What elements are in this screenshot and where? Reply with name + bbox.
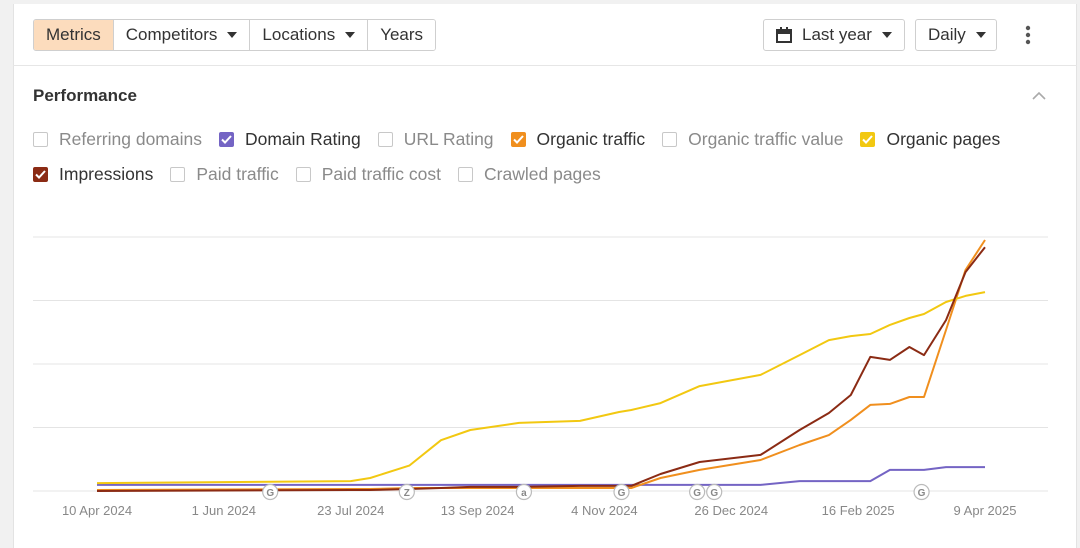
metric-checkbox[interactable]: Domain Rating: [218, 128, 361, 150]
annotation-marker: [689, 483, 706, 501]
date-range-button[interactable]: Last year: [763, 19, 905, 51]
annotation-label: a: [521, 488, 527, 499]
metric-label: Organic pages: [886, 128, 1001, 149]
x-tick-label: 13 Sep 2024: [441, 503, 515, 518]
x-tick-label: 26 Dec 2024: [694, 503, 768, 518]
metric-checkbox[interactable]: Paid traffic: [170, 163, 279, 185]
metric-label: Domain Rating: [244, 128, 361, 149]
annotation-label: G: [266, 488, 274, 499]
annotation-label: Z: [404, 488, 410, 499]
check-mark: [862, 134, 874, 144]
check-mark: [221, 134, 232, 144]
metric-label: Organic traffic value: [688, 128, 844, 149]
annotation-marker: [913, 483, 930, 501]
metric-label: Organic traffic: [536, 128, 646, 149]
checkbox: [33, 131, 48, 147]
metric-checkbox[interactable]: URL Rating: [377, 128, 494, 150]
checkbox: [295, 166, 311, 182]
tab[interactable]: Years: [368, 20, 436, 50]
tab-label: Competitors: [125, 25, 218, 44]
checkbox: [33, 166, 48, 182]
series-line: [96, 246, 986, 492]
metric-label: Paid traffic cost: [321, 163, 442, 184]
metric-label: Crawled pages: [484, 163, 601, 184]
panel: [13, 4, 1077, 548]
annotation-label: G: [618, 488, 626, 499]
annotation-label: G: [710, 488, 718, 499]
tab-label: Metrics: [46, 25, 101, 44]
x-tick-label: 9 Apr 2025: [954, 503, 1017, 518]
metric-checkbox[interactable]: Organic traffic value: [662, 128, 843, 150]
tab-label: Locations: [262, 25, 336, 44]
checkbox: [662, 131, 678, 147]
metric-label: Referring domains: [59, 128, 202, 149]
checkbox: [170, 166, 186, 182]
metric-checkbox[interactable]: Paid traffic cost: [295, 163, 442, 185]
check-mark: [512, 134, 524, 144]
tab-group: Metrics Competitors Locations Years: [33, 19, 437, 51]
annotation-marker: [262, 483, 279, 501]
series-line: [96, 239, 986, 491]
metric-checkbox[interactable]: Organic pages: [860, 128, 1000, 150]
metric-checkbox[interactable]: Organic traffic: [510, 128, 646, 150]
divider: [13, 65, 1077, 66]
dropdown-caret: [345, 32, 356, 38]
date-range-label: Last year: [802, 25, 872, 44]
interval-button[interactable]: Daily: [915, 19, 997, 51]
annotation-label: G: [693, 488, 701, 499]
tab[interactable]: Competitors: [113, 20, 251, 50]
metric-checkbox[interactable]: Referring domains: [33, 128, 202, 150]
x-tick-label: 16 Feb 2025: [822, 503, 895, 518]
x-tick-label: 4 Nov 2024: [571, 503, 638, 518]
series-line: [96, 291, 986, 485]
annotation-marker: [398, 483, 415, 501]
tab-label: Years: [380, 25, 424, 44]
panel-title: Performance: [33, 86, 137, 105]
checkbox: [218, 131, 234, 147]
annotation-label: G: [918, 488, 926, 499]
checkbox: [510, 131, 526, 147]
metric-label: Paid traffic: [196, 163, 279, 184]
checkbox: [458, 166, 474, 182]
x-tick-label: 10 Apr 2024: [62, 503, 132, 518]
metric-label: URL Rating: [403, 128, 494, 149]
interval-label: Daily: [928, 25, 966, 44]
tab[interactable]: Metrics: [34, 20, 114, 50]
x-tick-label: 23 Jul 2024: [317, 503, 384, 518]
collapse-icon[interactable]: [1031, 90, 1047, 102]
metric-checkbox[interactable]: Impressions: [33, 163, 153, 185]
calendar-icon: [776, 27, 792, 43]
annotation-marker: [706, 483, 723, 501]
annotation-marker: [515, 483, 533, 501]
checkbox: [860, 131, 876, 147]
tab[interactable]: Locations: [250, 20, 369, 50]
x-tick-label: 1 Jun 2024: [192, 503, 256, 518]
metric-checkbox[interactable]: Crawled pages: [458, 163, 601, 185]
check-mark: [35, 169, 46, 179]
dropdown-caret: [227, 32, 238, 38]
more-menu[interactable]: [1022, 24, 1034, 46]
metric-label: Impressions: [59, 163, 154, 184]
annotation-marker: [613, 483, 630, 501]
checkbox: [377, 131, 393, 147]
legend: Referring domains Domain Rating URL Rating…: [33, 128, 1023, 185]
